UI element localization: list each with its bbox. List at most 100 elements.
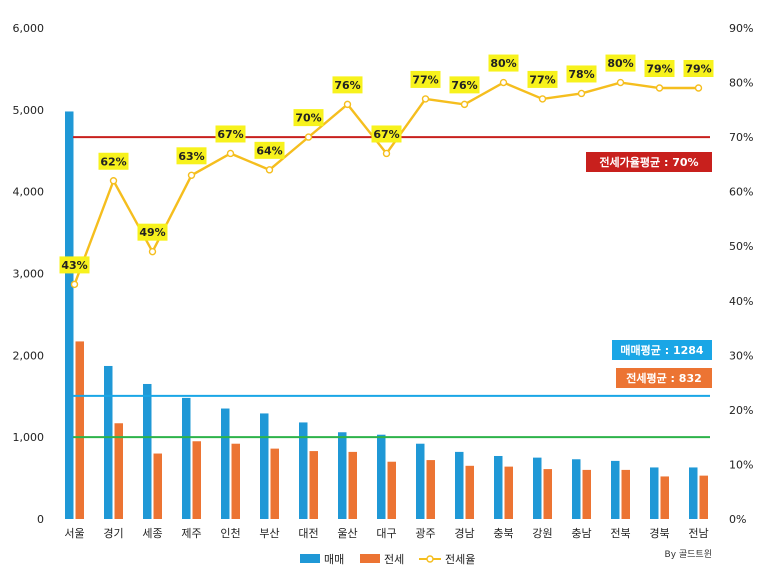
rate-data-label: 49%: [139, 226, 165, 239]
rate-point: [694, 84, 703, 92]
y-right-tick-label: 0%: [729, 513, 746, 526]
x-tick-label: 경북: [649, 527, 669, 540]
rate-point: [187, 171, 196, 180]
bar-jeonse: [465, 465, 474, 519]
rate-label-box: [176, 147, 207, 165]
rate-point: [538, 95, 547, 103]
rate-label-box: [410, 70, 441, 88]
rate-data-label: 63%: [178, 150, 204, 163]
bar-maemae: [650, 467, 659, 519]
rate-point: [499, 78, 508, 87]
rate-point: [421, 95, 430, 103]
bar-jeonse: [192, 441, 201, 519]
x-tick-label: 서울: [64, 527, 84, 540]
rate-data-label: 62%: [100, 155, 126, 168]
rate-label-box: [644, 60, 675, 78]
y-right-tick-label: 20%: [729, 404, 753, 417]
bar-jeonse: [348, 451, 357, 519]
rate-point: [148, 247, 157, 256]
legend-swatch-maemae: [300, 554, 320, 563]
y-left-tick-label: 6,000: [13, 22, 45, 35]
x-tick-label: 전북: [610, 527, 630, 540]
bar-maemae: [143, 383, 152, 519]
rate-point: [226, 149, 235, 158]
bar-maemae: [104, 365, 113, 519]
rate-data-label: 79%: [685, 63, 711, 76]
y-left-tick-label: 1,000: [13, 431, 45, 444]
rate-data-label: 79%: [646, 63, 672, 76]
x-tick-label: 울산: [337, 527, 357, 540]
bar-maemae: [611, 460, 620, 519]
bar-maemae: [299, 422, 308, 519]
average-label-box: [586, 152, 712, 172]
rate-label-box: [683, 60, 714, 78]
bar-maemae: [416, 443, 425, 519]
rate-label-box: [137, 223, 168, 241]
rate-label-box: [254, 141, 285, 159]
bar-jeonse: [114, 423, 123, 519]
rate-point: [109, 177, 118, 185]
rate-label-box: [59, 256, 90, 274]
rate-data-label: 78%: [568, 68, 594, 81]
bar-maemae: [65, 111, 74, 519]
x-tick-label: 제주: [181, 527, 201, 540]
bar-maemae: [338, 432, 347, 519]
x-tick-label: 부산: [259, 527, 279, 540]
x-tick-label: 세종: [142, 527, 162, 540]
bar-jeonse: [582, 469, 591, 519]
rate-data-label: 43%: [61, 259, 87, 272]
rate-label-box: [488, 54, 519, 72]
average-label-box: [616, 368, 712, 388]
rate-data-label: 76%: [451, 79, 477, 92]
x-tick-label: 충남: [571, 527, 591, 540]
average-label: 전세가율평균 : 70%: [599, 155, 698, 169]
rate-label-box: [527, 70, 558, 88]
rate-line: [73, 81, 699, 285]
y-right-tick-label: 70%: [729, 131, 753, 144]
bar-jeonse: [270, 448, 279, 519]
y-right-tick-label: 50%: [729, 240, 753, 253]
rate-data-label: 64%: [256, 144, 282, 157]
rate-data-label: 70%: [295, 112, 321, 125]
y-right-tick-label: 90%: [729, 22, 753, 35]
bar-maemae: [455, 451, 464, 519]
average-label: 전세평균 : 832: [626, 371, 702, 385]
rate-data-label: 76%: [334, 79, 360, 92]
x-tick-label: 경기: [103, 527, 123, 540]
average-label: 매매평균 : 1284: [620, 343, 703, 357]
x-tick-label: 경남: [454, 527, 474, 540]
rate-point: [655, 84, 664, 92]
bar-maemae: [182, 397, 191, 519]
bar-jeonse: [426, 460, 435, 519]
y-left-tick-label: 4,000: [13, 186, 45, 199]
x-tick-label: 대구: [376, 527, 396, 540]
rate-point: [382, 149, 391, 158]
legend-swatch-rate-marker: [426, 555, 434, 563]
x-tick-label: 전남: [688, 527, 708, 540]
rate-point: [460, 100, 469, 109]
rate-label-box: [605, 54, 636, 72]
y-right-tick-label: 30%: [729, 349, 753, 362]
bar-jeonse: [387, 461, 396, 519]
bar-maemae: [572, 459, 581, 519]
average-label-box: [612, 340, 712, 360]
bar-jeonse: [543, 469, 552, 519]
rate-point: [70, 280, 79, 289]
y-right-tick-label: 10%: [729, 458, 753, 471]
bar-jeonse: [660, 476, 669, 519]
rate-data-label: 80%: [607, 57, 633, 70]
rate-point: [616, 78, 625, 87]
x-tick-label: 광주: [415, 527, 435, 540]
bar-jeonse: [621, 469, 630, 519]
rate-point: [304, 133, 313, 141]
rate-point: [577, 89, 586, 98]
credit-text: By 골드트윈: [665, 549, 712, 560]
rate-data-label: 77%: [412, 73, 438, 86]
y-left-tick-label: 5,000: [13, 104, 45, 117]
bar-maemae: [689, 467, 698, 519]
rate-label-box: [332, 76, 363, 94]
y-left-tick-label: 3,000: [13, 268, 45, 281]
bar-jeonse: [231, 443, 240, 519]
